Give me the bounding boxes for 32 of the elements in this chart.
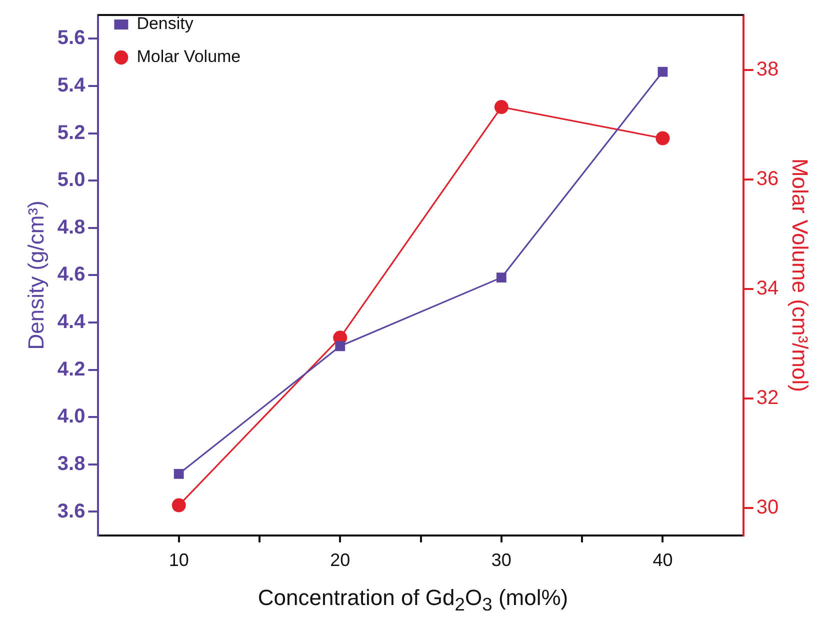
x-tick-label: 30 [491, 550, 512, 570]
y-tick-label: 4.4 [57, 311, 86, 334]
x-axis-title: Concentration of Gd$_{2}$O$_{3}$ (mol%) [256, 585, 570, 616]
point [172, 498, 186, 512]
y-tick-label: 4.6 [57, 264, 86, 286]
y-tick-label: 3.8 [57, 452, 86, 475]
y2-tick-label: 36 [756, 168, 779, 190]
y-tick-label: 5.4 [57, 74, 86, 96]
y-axis-title: Density (g/cm³) [23, 200, 48, 350]
y2-tick-label: 32 [756, 386, 779, 409]
x-tick-label: 10 [168, 550, 189, 570]
y-tick-label: 4.0 [57, 406, 86, 428]
legend-label: Density [136, 14, 194, 34]
y2-tick-label: 34 [756, 277, 779, 300]
y-tick-label: 4.8 [57, 216, 86, 238]
y2-axis-title: Molar Volume (cm³/mol) [788, 158, 813, 392]
point [656, 131, 670, 146]
point [335, 341, 346, 352]
legend-label: Molar Volume [136, 47, 241, 66]
point [494, 100, 508, 114]
y-tick-label: 5.2 [57, 122, 86, 144]
x-tick-label: 20 [330, 550, 350, 570]
y-tick-label: 5.6 [57, 27, 86, 50]
x-tick-label: 40 [652, 550, 673, 570]
y-tick-label: 4.2 [57, 358, 86, 380]
y-tick-label: 5.0 [57, 169, 86, 192]
point [496, 272, 506, 283]
y2-tick-label: 30 [756, 496, 779, 519]
y-tick-label: 3.6 [57, 500, 86, 522]
point [658, 66, 668, 77]
y2-tick-label: 38 [756, 58, 779, 80]
point [174, 468, 184, 479]
